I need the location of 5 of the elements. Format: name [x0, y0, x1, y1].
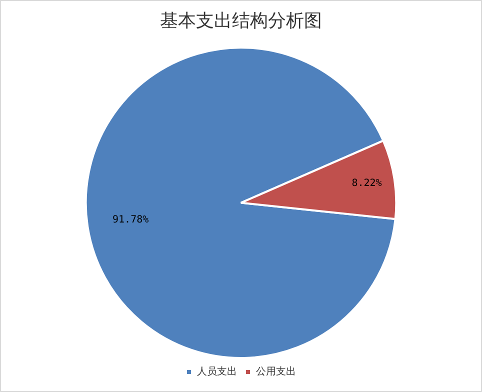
data-label: 91.78%	[112, 214, 149, 226]
legend-label: 人员支出	[197, 366, 237, 378]
legend-label: 公用支出	[256, 366, 296, 378]
chart-title: 基本支出结构分析图	[160, 10, 322, 32]
data-label: 8.22%	[352, 178, 382, 189]
